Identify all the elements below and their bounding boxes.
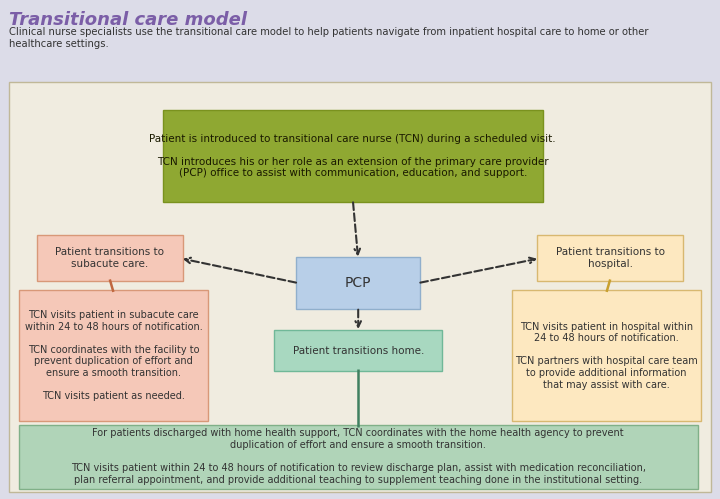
FancyBboxPatch shape (37, 235, 183, 281)
FancyBboxPatch shape (274, 330, 442, 371)
FancyBboxPatch shape (163, 110, 543, 202)
Text: Patient transitions to
hospital.: Patient transitions to hospital. (556, 248, 665, 269)
Text: Clinical nurse specialists use the transitional care model to help patients navi: Clinical nurse specialists use the trans… (9, 27, 648, 49)
FancyBboxPatch shape (19, 290, 208, 421)
FancyBboxPatch shape (9, 82, 711, 492)
FancyBboxPatch shape (296, 257, 420, 309)
Text: TCN visits patient in subacute care
within 24 to 48 hours of notification.

TCN : TCN visits patient in subacute care with… (24, 310, 202, 401)
Text: Transitional care model: Transitional care model (9, 11, 247, 29)
FancyBboxPatch shape (19, 425, 698, 489)
Text: For patients discharged with home health support, TCN coordinates with the home : For patients discharged with home health… (71, 428, 646, 485)
FancyBboxPatch shape (537, 235, 683, 281)
Text: Patient transitions to
subacute care.: Patient transitions to subacute care. (55, 248, 164, 269)
Text: Patient transitions home.: Patient transitions home. (292, 345, 424, 356)
FancyBboxPatch shape (512, 290, 701, 421)
Text: TCN visits patient in hospital within
24 to 48 hours of notification.

TCN partn: TCN visits patient in hospital within 24… (516, 321, 698, 390)
Text: Patient is introduced to transitional care nurse (TCN) during a scheduled visit.: Patient is introduced to transitional ca… (150, 134, 556, 178)
Text: PCP: PCP (345, 276, 372, 290)
